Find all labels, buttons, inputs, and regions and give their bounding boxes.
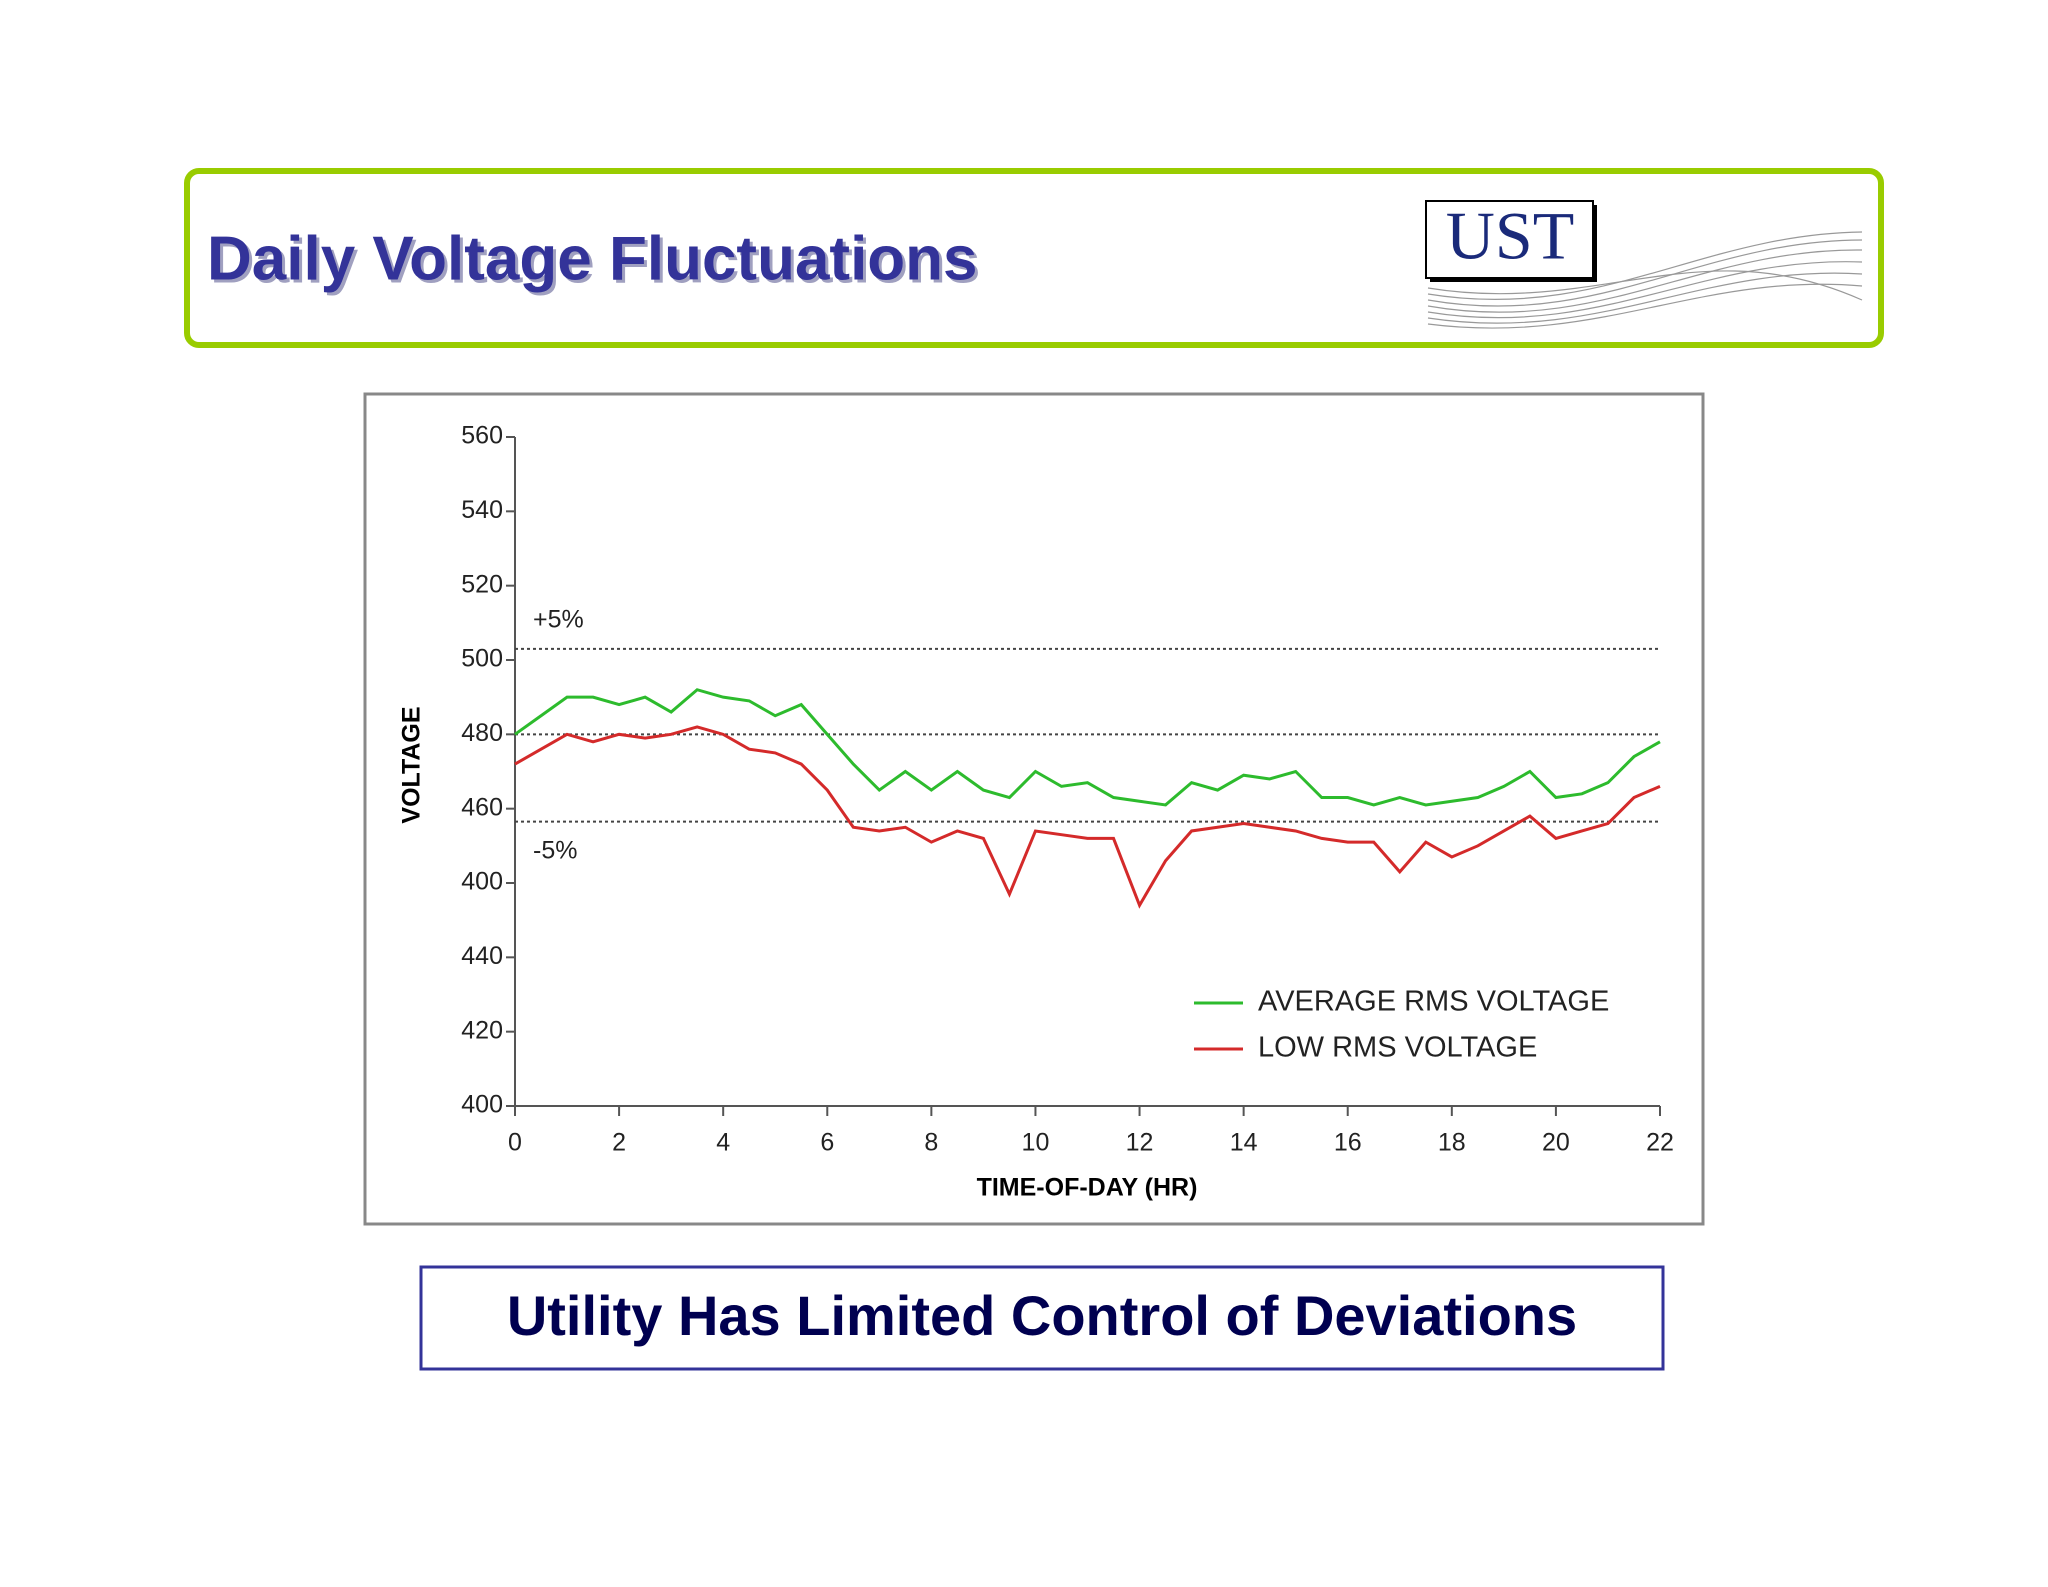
y-tick-label: 400 [461,868,503,896]
x-tick-label: 16 [1334,1129,1362,1157]
title: Daily Voltage Fluctuations [207,224,978,293]
x-tick-label: 14 [1230,1129,1258,1157]
x-tick-label: 22 [1646,1129,1674,1157]
y-tick-label: 400 [461,1091,503,1119]
footer-box [419,1265,1665,1371]
reference-label: -5% [533,836,577,864]
y-tick-label: 460 [461,793,503,821]
logo-text: UST [1446,198,1574,274]
footer-text: Utility Has Limited Control of Deviation… [507,1284,1577,1347]
chart-frame [363,392,1705,1226]
x-tick-label: 0 [508,1129,522,1157]
title-shadow: Daily Voltage Fluctuations [210,227,981,296]
x-axis-label: TIME-OF-DAY (HR) [977,1174,1198,1202]
series-line [514,688,1661,807]
x-tick-label: 20 [1542,1129,1570,1157]
y-tick-label: 540 [461,496,503,524]
series-line [514,725,1661,909]
logo-box [1425,200,1594,279]
x-tick-label: 6 [820,1129,834,1157]
y-tick-label: 500 [461,645,503,673]
legend-label: LOW RMS VOLTAGE [1258,1032,1537,1064]
x-tick-label: 18 [1438,1129,1466,1157]
reference-label: +5% [533,605,584,633]
y-axis-label: VOLTAGE [398,706,426,823]
y-tick-label: 420 [461,1016,503,1044]
x-tick-label: 8 [924,1129,938,1157]
x-tick-label: 2 [612,1129,626,1157]
y-tick-label: 560 [461,422,503,450]
x-tick-label: 10 [1022,1129,1050,1157]
y-tick-label: 520 [461,570,503,598]
legend-label: AVERAGE RMS VOLTAGE [1258,986,1609,1018]
y-tick-label: 480 [461,719,503,747]
y-tick-label: 440 [461,942,503,970]
x-tick-label: 12 [1126,1129,1154,1157]
x-tick-label: 4 [716,1129,730,1157]
logo-waves [1427,231,1863,329]
